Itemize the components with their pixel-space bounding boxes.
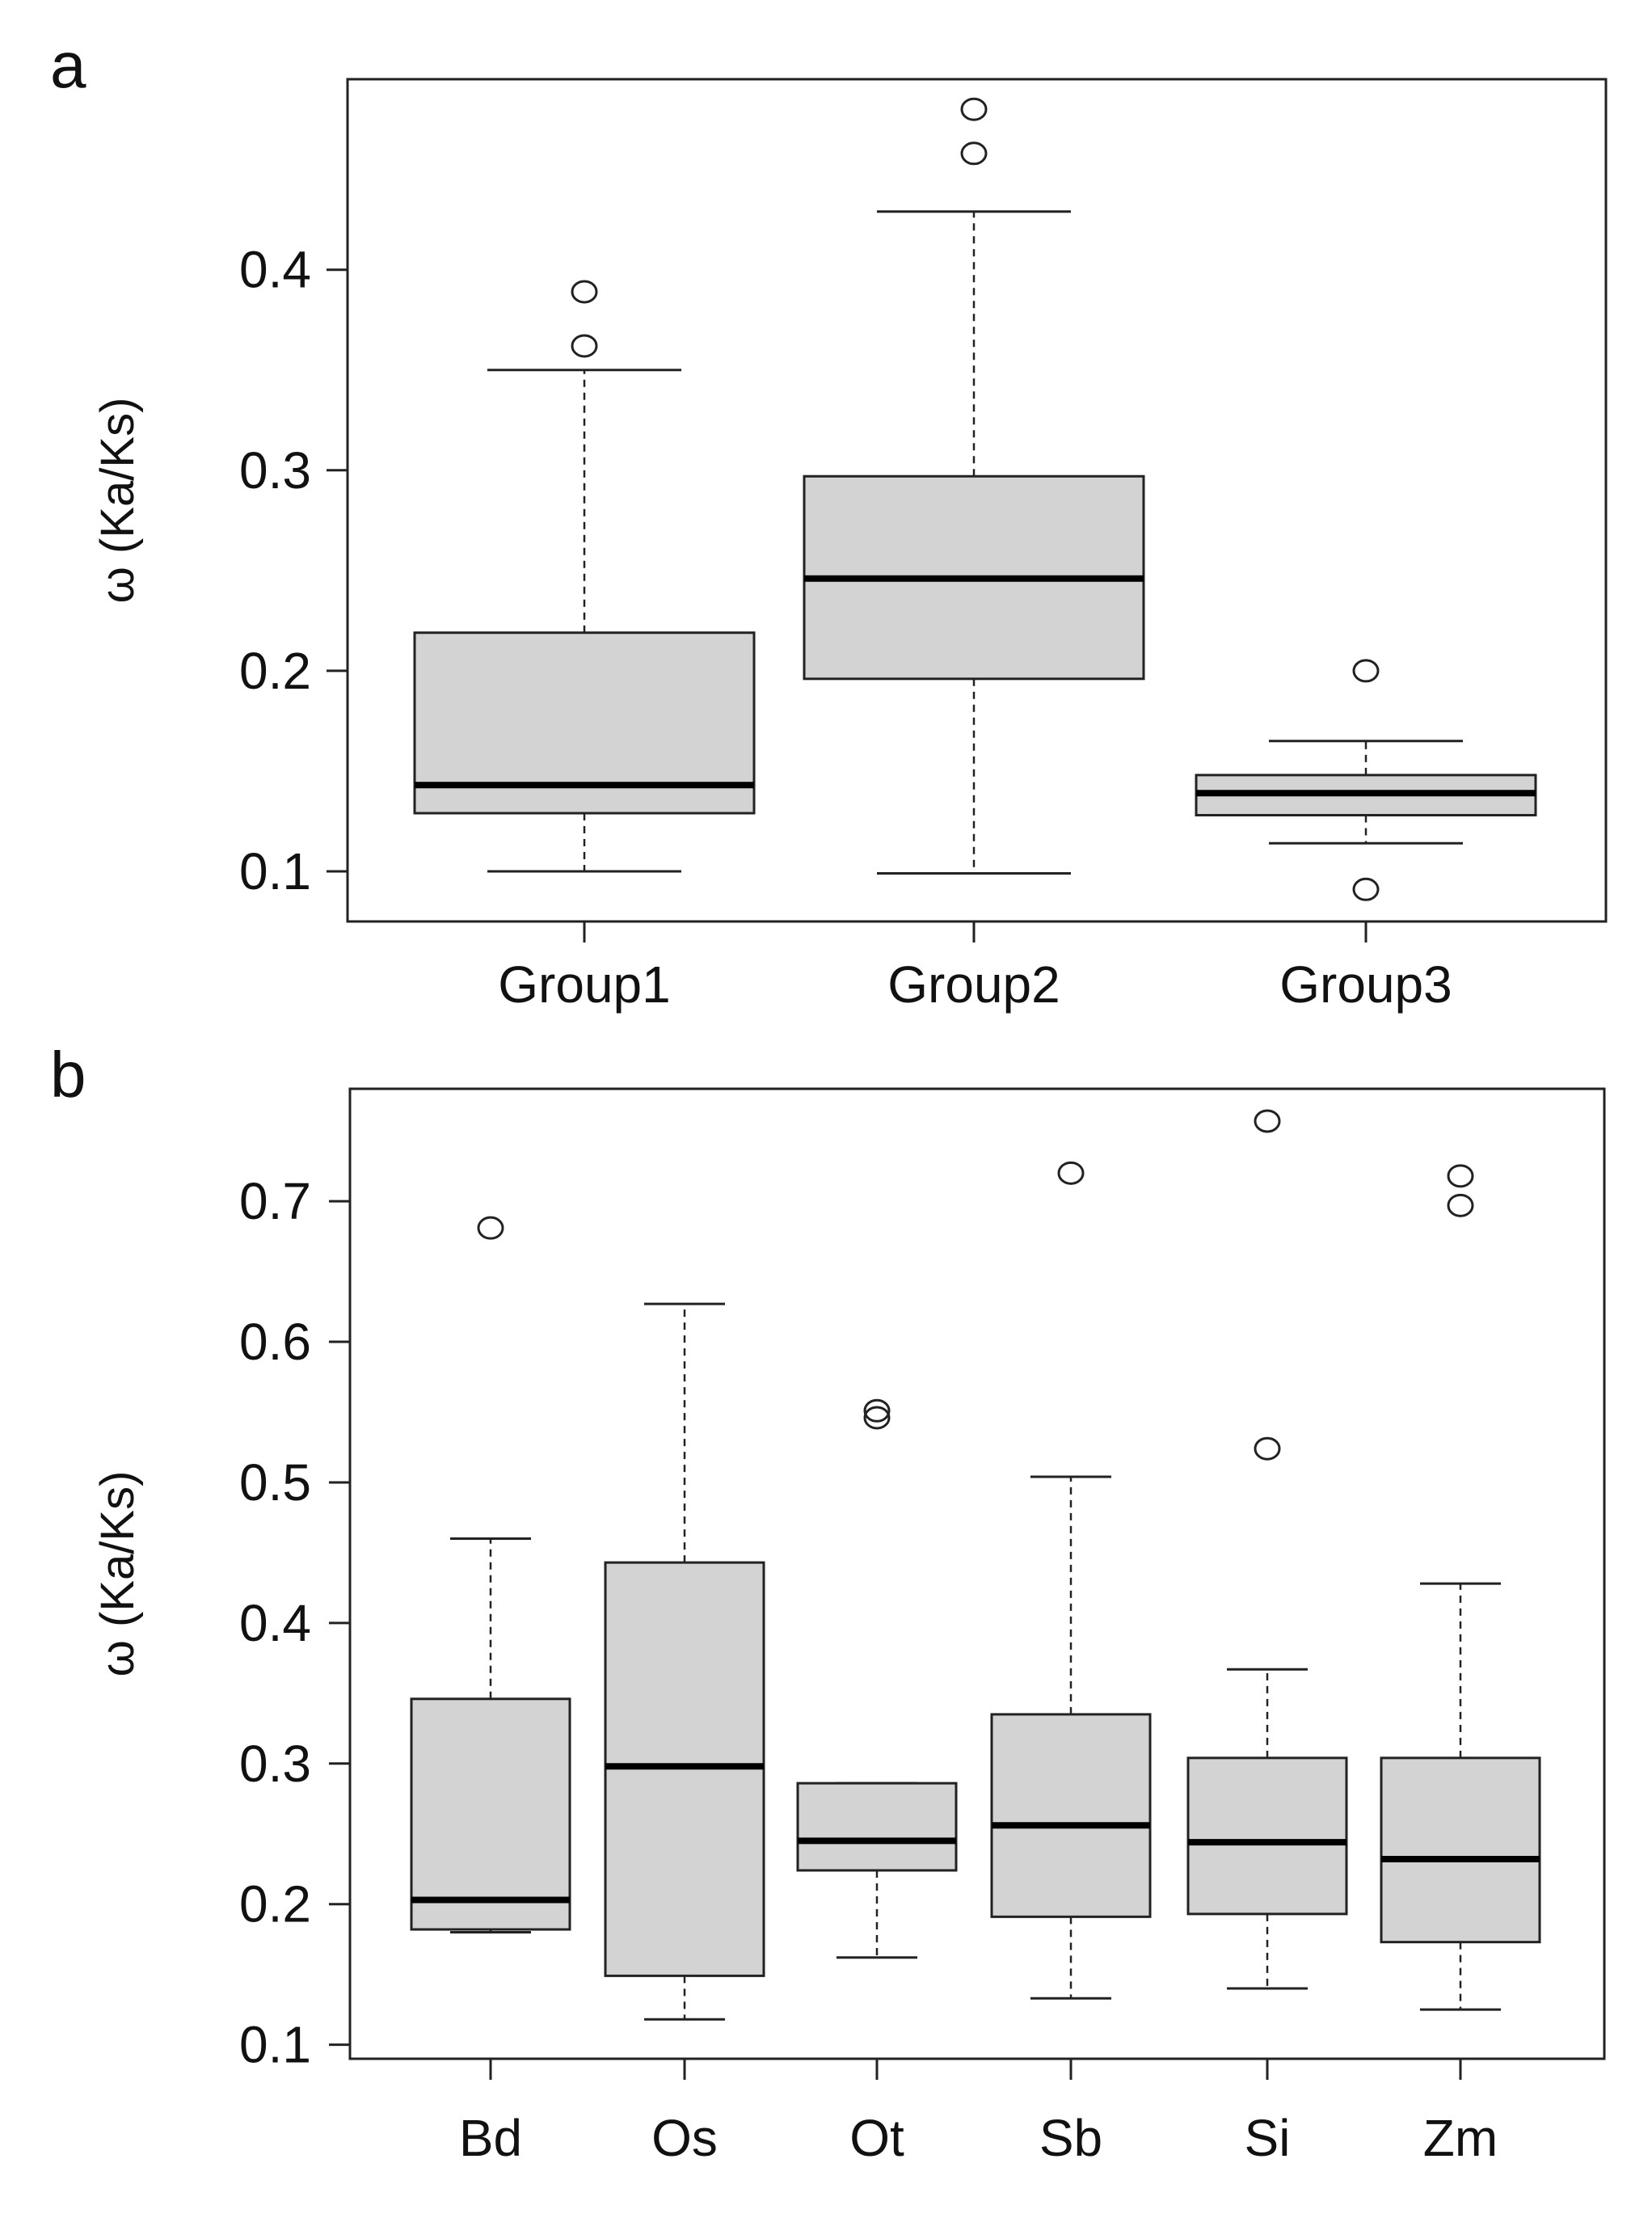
y-tick-label-b: 0.2 [239, 1875, 311, 1933]
outlier-point-group1 [571, 280, 598, 304]
y-axis-b: 0.1 0.2 0.3 0.4 0.5 0.6 0.7 [239, 1172, 352, 2074]
y-axis-title-a: ω (Ka/Ks) [91, 398, 144, 604]
box-iqr-zm [1380, 1756, 1541, 1944]
outlier-point-group1 [571, 334, 598, 358]
outlier-point-group3 [1352, 659, 1380, 683]
y-tick-label-b: 0.6 [239, 1313, 311, 1371]
x-axis-b: Bd Os Ot Sb Si Zm [459, 2059, 1498, 2167]
box-os [604, 1302, 765, 2021]
x-label-bd: Bd [459, 2109, 522, 2167]
y-tick-label-a: 0.4 [239, 241, 311, 299]
outlier-point-si [1254, 1109, 1281, 1133]
outlier-point-si [1254, 1436, 1281, 1461]
x-label-zm: Zm [1423, 2109, 1498, 2167]
y-tick-label-b: 0.3 [239, 1735, 311, 1793]
box-iqr-si [1186, 1756, 1348, 1916]
outlier-point-ot [863, 1406, 891, 1430]
x-label-si: Si [1245, 2109, 1291, 2167]
outlier-point-group2 [960, 97, 988, 121]
outlier-point-sb [1057, 1161, 1085, 1185]
box-iqr-sb [990, 1713, 1152, 1918]
x-label-sb: Sb [1039, 2109, 1102, 2167]
panel-a: a ω (Ka/Ks) 0.10.20.30.4 Group1 Group2 Gro… [50, 29, 1608, 1014]
outlier-point-group2 [960, 141, 988, 166]
y-tick-label-a: 0.2 [239, 642, 311, 700]
panel-label-a: a [50, 29, 86, 101]
box-si [1186, 1109, 1348, 1990]
outlier-point-zm [1447, 1193, 1474, 1217]
panel-label-b: b [50, 1039, 86, 1111]
x-label-os: Os [651, 2109, 718, 2167]
box-iqr-ot [796, 1782, 958, 1872]
outlier-point-zm [1447, 1164, 1474, 1188]
panel-b: b ω (Ka/Ks) 0.1 0.2 0.3 0.4 0.5 0.6 0.7 Bd Os Ot… [50, 1039, 1606, 2167]
x-label-group2: Group2 [887, 955, 1060, 1014]
outlier-point-bd [477, 1216, 504, 1240]
y-tick-label-b: 0.7 [239, 1172, 311, 1230]
outlier-point-ot [863, 1398, 891, 1423]
x-label-group1: Group1 [498, 955, 670, 1014]
x-axis-a: Group1 Group2 Group3 [498, 921, 1452, 1014]
y-tick-label-a: 0.3 [239, 441, 311, 500]
y-axis-a: 0.1 0.2 0.3 0.4 [239, 241, 349, 900]
box-group2 [803, 97, 1145, 875]
box-group1 [413, 280, 756, 873]
boxes-b [410, 1109, 1541, 2021]
y-axis-title-b: ω (Ka/Ks) [91, 1471, 144, 1677]
y-tick-label-b: 0.1 [239, 2016, 311, 2074]
x-label-ot: Ot [849, 2109, 904, 2167]
boxes-a [413, 97, 1537, 901]
x-label-group3: Group3 [1279, 955, 1452, 1014]
box-ot [796, 1398, 958, 1959]
outlier-point-group3 [1352, 877, 1380, 901]
y-tick-label-b: 0.4 [239, 1594, 311, 1652]
y-tick-label-a: 0.1 [239, 842, 311, 900]
y-tick-label-b: 0.5 [239, 1453, 311, 1512]
box-zm [1380, 1164, 1541, 2011]
box-group3 [1195, 659, 1537, 901]
box-bd [410, 1216, 571, 1933]
box-sb [990, 1161, 1152, 2000]
box-iqr-bd [410, 1697, 571, 1931]
